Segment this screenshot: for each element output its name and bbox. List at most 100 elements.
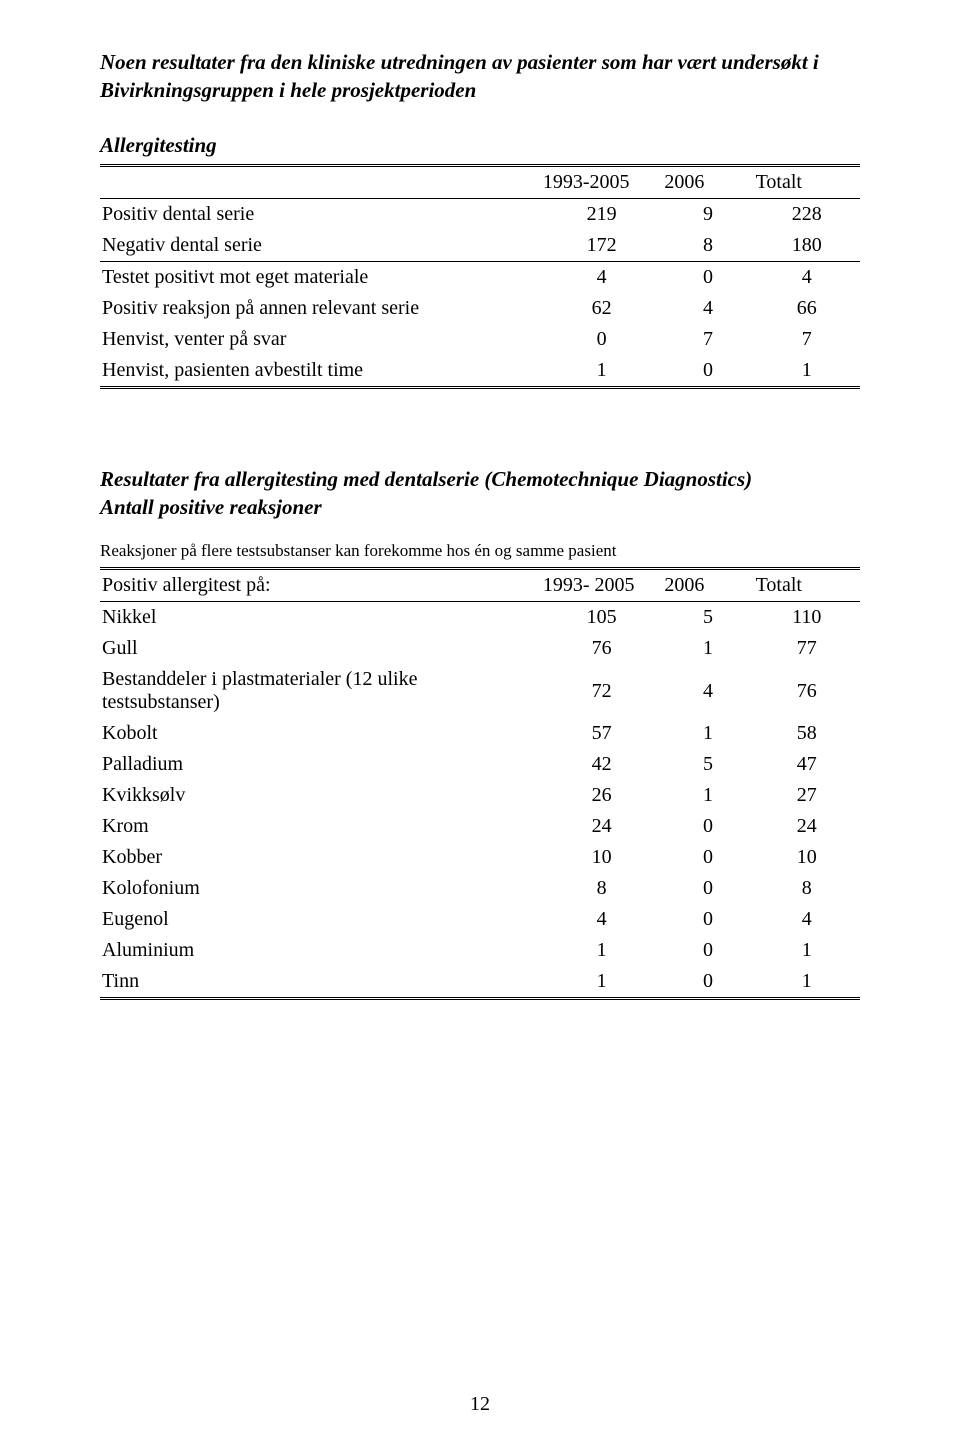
cell-a: 105 (541, 602, 663, 634)
cell-a: 8 (541, 873, 663, 904)
cell-b: 1 (662, 633, 753, 664)
cell-b: 0 (662, 873, 753, 904)
section2-line1: Resultater fra allergitesting med dental… (100, 465, 860, 493)
row-label: Positiv reaksjon på annen relevant serie (100, 293, 541, 324)
page-content: Noen resultater fra den kliniske utredni… (0, 0, 960, 1000)
document-title: Noen resultater fra den kliniske utredni… (100, 48, 860, 105)
cell-a: 42 (541, 749, 663, 780)
table-row: Palladium42547 (100, 749, 860, 780)
row-label: Eugenol (100, 904, 541, 935)
row-label: Kobber (100, 842, 541, 873)
table-allergitesting: 1993-2005 2006 Totalt Positiv dental ser… (100, 164, 860, 389)
cell-c: 10 (754, 842, 860, 873)
cell-a: 172 (541, 230, 663, 262)
cell-a: 1 (541, 355, 663, 388)
table-row: Henvist, venter på svar077 (100, 324, 860, 355)
cell-c: 228 (754, 198, 860, 230)
cell-c: 66 (754, 293, 860, 324)
cell-a: 0 (541, 324, 663, 355)
row-label: Kolofonium (100, 873, 541, 904)
cell-c: 27 (754, 780, 860, 811)
cell-a: 4 (541, 904, 663, 935)
cell-c: 58 (754, 718, 860, 749)
table-row: Negativ dental serie1728180 (100, 230, 860, 262)
cell-b: 0 (662, 842, 753, 873)
cell-c: 180 (754, 230, 860, 262)
col-1993-2005: 1993- 2005 (541, 569, 663, 602)
cell-a: 57 (541, 718, 663, 749)
cell-c: 1 (754, 966, 860, 999)
cell-a: 10 (541, 842, 663, 873)
table-row: Kobolt57158 (100, 718, 860, 749)
col-totalt: Totalt (754, 165, 860, 198)
row-label: Tinn (100, 966, 541, 999)
cell-c: 4 (754, 904, 860, 935)
col-2006: 2006 (662, 569, 753, 602)
section2-line2: Antall positive reaksjoner (100, 493, 860, 521)
cell-c: 76 (754, 664, 860, 718)
table-row: Aluminium101 (100, 935, 860, 966)
cell-c: 24 (754, 811, 860, 842)
cell-a: 62 (541, 293, 663, 324)
row-label: Kobolt (100, 718, 541, 749)
cell-b: 4 (662, 293, 753, 324)
cell-b: 0 (662, 935, 753, 966)
cell-c: 47 (754, 749, 860, 780)
col-positiv-allergitest: Positiv allergitest på: (100, 569, 541, 602)
table-row: Bestanddeler i plastmaterialer (12 ulike… (100, 664, 860, 718)
row-label: Negativ dental serie (100, 230, 541, 262)
col-totalt: Totalt (754, 569, 860, 602)
cell-c: 110 (754, 602, 860, 634)
col-1993-2005: 1993-2005 (541, 165, 663, 198)
cell-a: 1 (541, 935, 663, 966)
table-row: Eugenol404 (100, 904, 860, 935)
cell-b: 8 (662, 230, 753, 262)
cell-b: 0 (662, 811, 753, 842)
cell-c: 4 (754, 261, 860, 293)
cell-b: 1 (662, 718, 753, 749)
cell-a: 76 (541, 633, 663, 664)
table-row: Henvist, pasienten avbestilt time101 (100, 355, 860, 388)
table-row: Testet positivt mot eget materiale404 (100, 261, 860, 293)
cell-a: 72 (541, 664, 663, 718)
cell-b: 0 (662, 355, 753, 388)
cell-c: 1 (754, 935, 860, 966)
table-row: Krom24024 (100, 811, 860, 842)
row-label: Henvist, pasienten avbestilt time (100, 355, 541, 388)
table-row: Gull76177 (100, 633, 860, 664)
table-row: Nikkel1055110 (100, 602, 860, 634)
table-positiv-allergitest: Positiv allergitest på: 1993- 2005 2006 … (100, 567, 860, 1000)
table1-heading: Allergitesting (100, 133, 860, 158)
row-label: Aluminium (100, 935, 541, 966)
row-label: Krom (100, 811, 541, 842)
cell-b: 4 (662, 664, 753, 718)
row-label: Positiv dental serie (100, 198, 541, 230)
cell-b: 0 (662, 966, 753, 999)
section2-note: Reaksjoner på flere testsubstanser kan f… (100, 541, 860, 561)
cell-c: 77 (754, 633, 860, 664)
page-number: 12 (0, 1393, 960, 1416)
cell-c: 1 (754, 355, 860, 388)
row-label: Gull (100, 633, 541, 664)
row-label: Palladium (100, 749, 541, 780)
cell-a: 4 (541, 261, 663, 293)
table-row: Positiv dental serie2199228 (100, 198, 860, 230)
cell-c: 8 (754, 873, 860, 904)
row-label: Henvist, venter på svar (100, 324, 541, 355)
cell-a: 1 (541, 966, 663, 999)
table-header-row: Positiv allergitest på: 1993- 2005 2006 … (100, 569, 860, 602)
row-label: Kvikksølv (100, 780, 541, 811)
col-blank (100, 165, 541, 198)
cell-b: 0 (662, 261, 753, 293)
row-label: Nikkel (100, 602, 541, 634)
table-row: Tinn101 (100, 966, 860, 999)
table-row: Kolofonium808 (100, 873, 860, 904)
cell-a: 24 (541, 811, 663, 842)
cell-b: 5 (662, 749, 753, 780)
cell-c: 7 (754, 324, 860, 355)
cell-b: 0 (662, 904, 753, 935)
cell-b: 9 (662, 198, 753, 230)
table-row: Kobber10010 (100, 842, 860, 873)
cell-b: 1 (662, 780, 753, 811)
table-header-row: 1993-2005 2006 Totalt (100, 165, 860, 198)
